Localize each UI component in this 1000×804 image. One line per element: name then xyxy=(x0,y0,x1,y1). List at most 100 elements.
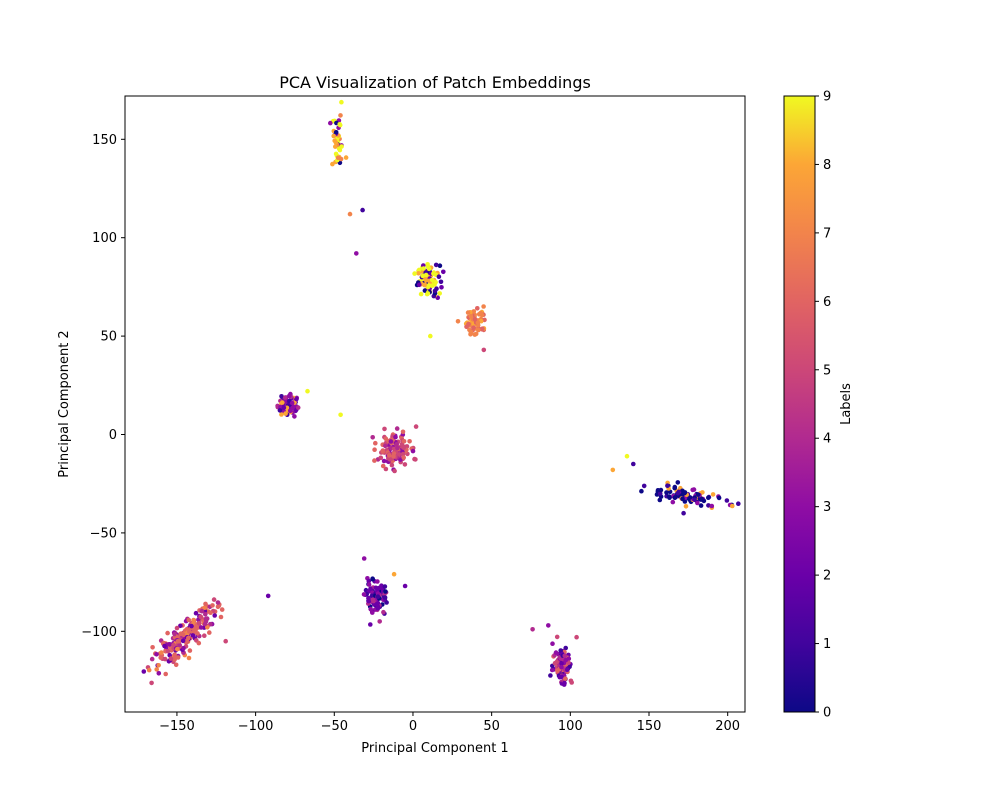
data-point xyxy=(716,495,722,501)
data-point xyxy=(682,490,688,495)
data-point xyxy=(382,584,388,589)
data-point xyxy=(568,678,574,684)
y-axis: −100 −50 0 50 100 150 xyxy=(81,133,125,640)
y-tick-label: 100 xyxy=(92,231,117,246)
data-point xyxy=(724,498,730,503)
data-point xyxy=(333,140,339,145)
data-point xyxy=(413,424,419,429)
data-point xyxy=(205,625,210,630)
data-point xyxy=(479,326,485,332)
data-point xyxy=(218,614,224,620)
data-point xyxy=(175,655,181,660)
data-point xyxy=(366,595,371,601)
data-point xyxy=(178,631,183,637)
data-point xyxy=(265,593,271,599)
data-point xyxy=(392,468,397,474)
colorbar-tick-label: 3 xyxy=(823,500,831,515)
data-point xyxy=(388,439,394,444)
data-point xyxy=(208,610,213,615)
x-tick-label: 50 xyxy=(483,719,500,734)
data-point xyxy=(466,321,471,327)
data-point xyxy=(401,455,407,460)
data-point xyxy=(175,646,180,652)
colorbar-tick-label: 5 xyxy=(823,363,831,378)
data-point xyxy=(174,625,180,631)
data-point xyxy=(394,441,400,447)
data-point xyxy=(163,671,168,677)
data-point xyxy=(422,282,427,288)
data-point xyxy=(283,411,288,416)
data-point xyxy=(476,312,482,317)
data-point xyxy=(154,667,159,672)
data-point xyxy=(281,405,287,411)
data-point xyxy=(476,327,481,333)
data-point xyxy=(333,130,339,135)
data-point xyxy=(375,604,381,610)
data-point xyxy=(433,262,439,268)
colorbar-tick-label: 2 xyxy=(823,569,831,584)
data-point xyxy=(186,617,192,623)
chart-title: PCA Visualization of Patch Embeddings xyxy=(279,73,591,92)
data-point xyxy=(441,269,446,275)
data-point xyxy=(168,656,174,661)
data-point xyxy=(698,497,704,502)
data-point xyxy=(639,488,644,494)
data-point xyxy=(437,263,443,269)
data-point xyxy=(383,443,388,449)
data-point xyxy=(455,319,461,324)
data-point xyxy=(292,414,297,419)
data-point xyxy=(202,633,207,638)
x-tick-label: 100 xyxy=(558,719,583,734)
data-point xyxy=(279,394,284,399)
data-point xyxy=(305,388,310,394)
data-point xyxy=(657,491,663,496)
data-point xyxy=(190,633,196,638)
y-tick-label: −100 xyxy=(81,625,117,640)
data-point xyxy=(428,333,433,339)
data-point xyxy=(371,598,376,604)
data-point xyxy=(412,271,417,276)
data-point xyxy=(211,597,217,602)
y-tick-label: 150 xyxy=(92,133,117,148)
data-point xyxy=(395,445,400,451)
data-point xyxy=(690,487,695,493)
data-point xyxy=(657,497,663,503)
data-point xyxy=(343,155,349,160)
data-point xyxy=(387,457,393,462)
data-point xyxy=(429,277,435,283)
data-point xyxy=(402,583,408,589)
data-point xyxy=(328,120,333,126)
data-point xyxy=(289,400,295,406)
data-point xyxy=(389,462,395,468)
data-point xyxy=(366,582,372,587)
data-point xyxy=(398,457,403,462)
colorbar-tick-label: 8 xyxy=(823,158,831,173)
data-point xyxy=(187,629,192,634)
data-point xyxy=(175,639,181,644)
data-point xyxy=(382,426,387,432)
data-point xyxy=(400,429,406,435)
data-point xyxy=(203,612,208,617)
data-point xyxy=(631,461,636,467)
data-point xyxy=(695,500,700,506)
data-point xyxy=(172,652,177,657)
data-point xyxy=(407,439,412,444)
data-point xyxy=(563,645,568,651)
data-point xyxy=(416,271,421,276)
data-point xyxy=(162,643,167,649)
data-point xyxy=(378,455,384,461)
data-point xyxy=(401,439,407,444)
data-point xyxy=(177,642,182,648)
data-point xyxy=(383,589,388,594)
data-point xyxy=(410,448,416,454)
data-point xyxy=(199,608,205,614)
data-point xyxy=(425,264,431,270)
data-point xyxy=(186,655,192,661)
data-point xyxy=(187,648,193,653)
data-point xyxy=(210,603,215,608)
data-point xyxy=(736,501,741,507)
data-point xyxy=(280,400,285,405)
data-point xyxy=(565,667,570,672)
data-point xyxy=(558,648,563,653)
